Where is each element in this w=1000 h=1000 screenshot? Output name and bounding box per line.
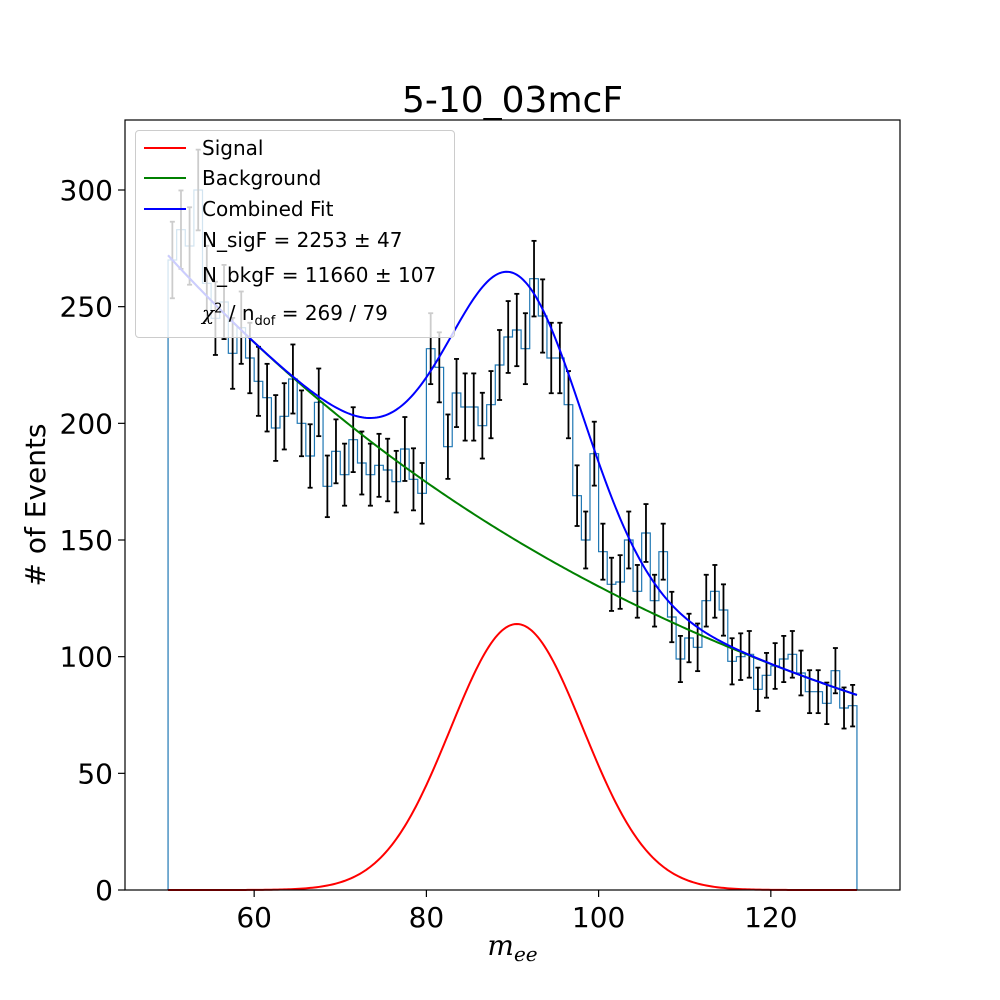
error-bar	[488, 370, 494, 440]
error-bar	[738, 632, 744, 681]
chi2-mid: / n	[222, 301, 255, 325]
error-bar	[634, 564, 640, 619]
legend-signal-swatch	[144, 147, 186, 149]
x-tick-label: 60	[236, 901, 272, 934]
error-bar	[583, 510, 589, 570]
legend-item-background: Background	[144, 166, 321, 190]
y-tick-label: 300	[60, 174, 113, 207]
error-bar	[273, 394, 279, 462]
error-bar	[342, 442, 348, 507]
error-bar	[522, 312, 528, 386]
error-bar	[695, 622, 701, 673]
y-axis-label: # of Events	[19, 423, 52, 586]
legend-background-swatch	[144, 177, 186, 179]
error-bar	[832, 647, 838, 695]
x-axis-label: mee	[487, 929, 537, 966]
error-bar	[333, 418, 339, 485]
axes: 60 80 100 120 0 50 100 150 200 250 300	[60, 119, 901, 934]
error-bar	[419, 462, 425, 525]
error-bar	[807, 669, 813, 715]
error-bar	[720, 583, 726, 637]
error-bar	[617, 554, 623, 610]
x-axis-label-main: m	[487, 929, 514, 962]
error-bar	[712, 564, 718, 619]
error-bar	[557, 321, 563, 395]
error-bar	[540, 278, 546, 354]
chi2-value: = 269 / 79	[275, 301, 388, 325]
chi2-symbol: χ	[202, 301, 215, 325]
error-bar	[316, 367, 322, 438]
error-bar	[385, 437, 391, 503]
legend-background-label: Background	[202, 166, 322, 190]
error-bar	[824, 681, 830, 725]
error-bar	[462, 372, 468, 442]
legend-item-signal: Signal	[144, 136, 263, 160]
error-bar	[574, 464, 580, 527]
error-bar	[471, 372, 477, 442]
error-bar	[677, 635, 683, 683]
legend-item-combined: Combined Fit	[144, 197, 333, 221]
error-bar	[410, 447, 416, 512]
axes-frame	[124, 119, 901, 891]
x-tick-label: 100	[572, 901, 625, 934]
error-bar	[669, 590, 675, 644]
error-bar	[454, 358, 460, 428]
error-bar	[290, 343, 296, 415]
error-bar	[531, 239, 537, 318]
error-bar	[479, 391, 485, 460]
y-tick-label: 150	[60, 524, 113, 557]
legend-nsig-text: N_sigF = 2253 ± 47	[202, 228, 403, 252]
combined-fit-curve	[167, 254, 858, 696]
error-bar	[815, 669, 821, 715]
error-bar	[789, 630, 795, 679]
y-tick-label: 200	[60, 407, 113, 440]
legend-nbkg-text: N_bkgF = 11660 ± 107	[202, 263, 437, 287]
error-bar	[505, 300, 511, 374]
error-bar	[703, 573, 709, 628]
error-bar	[841, 686, 847, 730]
legend-chi2-text: χ2 / ndof = 269 / 79	[202, 301, 388, 329]
y-tick-label: 0	[95, 874, 113, 907]
error-bar	[591, 420, 597, 487]
error-bar	[600, 522, 606, 581]
error-bar	[850, 684, 856, 728]
error-bar	[798, 649, 804, 697]
y-tick-label: 100	[60, 641, 113, 674]
y-tick-label: 250	[60, 291, 113, 324]
error-bar	[497, 329, 503, 401]
x-tick-label: 120	[744, 901, 797, 934]
error-bar	[281, 382, 287, 451]
histogram-step	[167, 189, 858, 890]
error-bar	[764, 652, 770, 699]
error-bar	[359, 430, 365, 496]
error-bar	[307, 423, 313, 489]
error-bar	[350, 406, 356, 474]
error-bar	[445, 413, 451, 480]
legend-combined-swatch	[144, 208, 186, 210]
chart-title: 5-10_03mcF	[402, 80, 623, 121]
error-bar	[324, 454, 330, 519]
error-bar	[755, 666, 761, 712]
error-bar	[376, 432, 382, 498]
error-bar	[609, 556, 615, 612]
error-bar	[264, 362, 270, 433]
error-bar	[729, 637, 735, 686]
chi2-superscript: 2	[214, 301, 223, 317]
error-bar	[660, 522, 666, 581]
error-bar	[514, 292, 520, 368]
error-bar	[643, 503, 649, 563]
error-bar	[781, 635, 787, 683]
legend: Signal Background Combined Fit N_sigF = …	[135, 130, 455, 338]
x-tick-label: 80	[409, 901, 445, 934]
legend-combined-label: Combined Fit	[202, 197, 334, 221]
legend-signal-label: Signal	[202, 136, 264, 160]
x-axis-label-subscript: ee	[514, 942, 538, 966]
error-bar	[402, 416, 408, 482]
error-bar	[299, 389, 305, 458]
y-tick-label: 50	[77, 757, 113, 790]
chi2-subscript: dof	[254, 314, 276, 329]
